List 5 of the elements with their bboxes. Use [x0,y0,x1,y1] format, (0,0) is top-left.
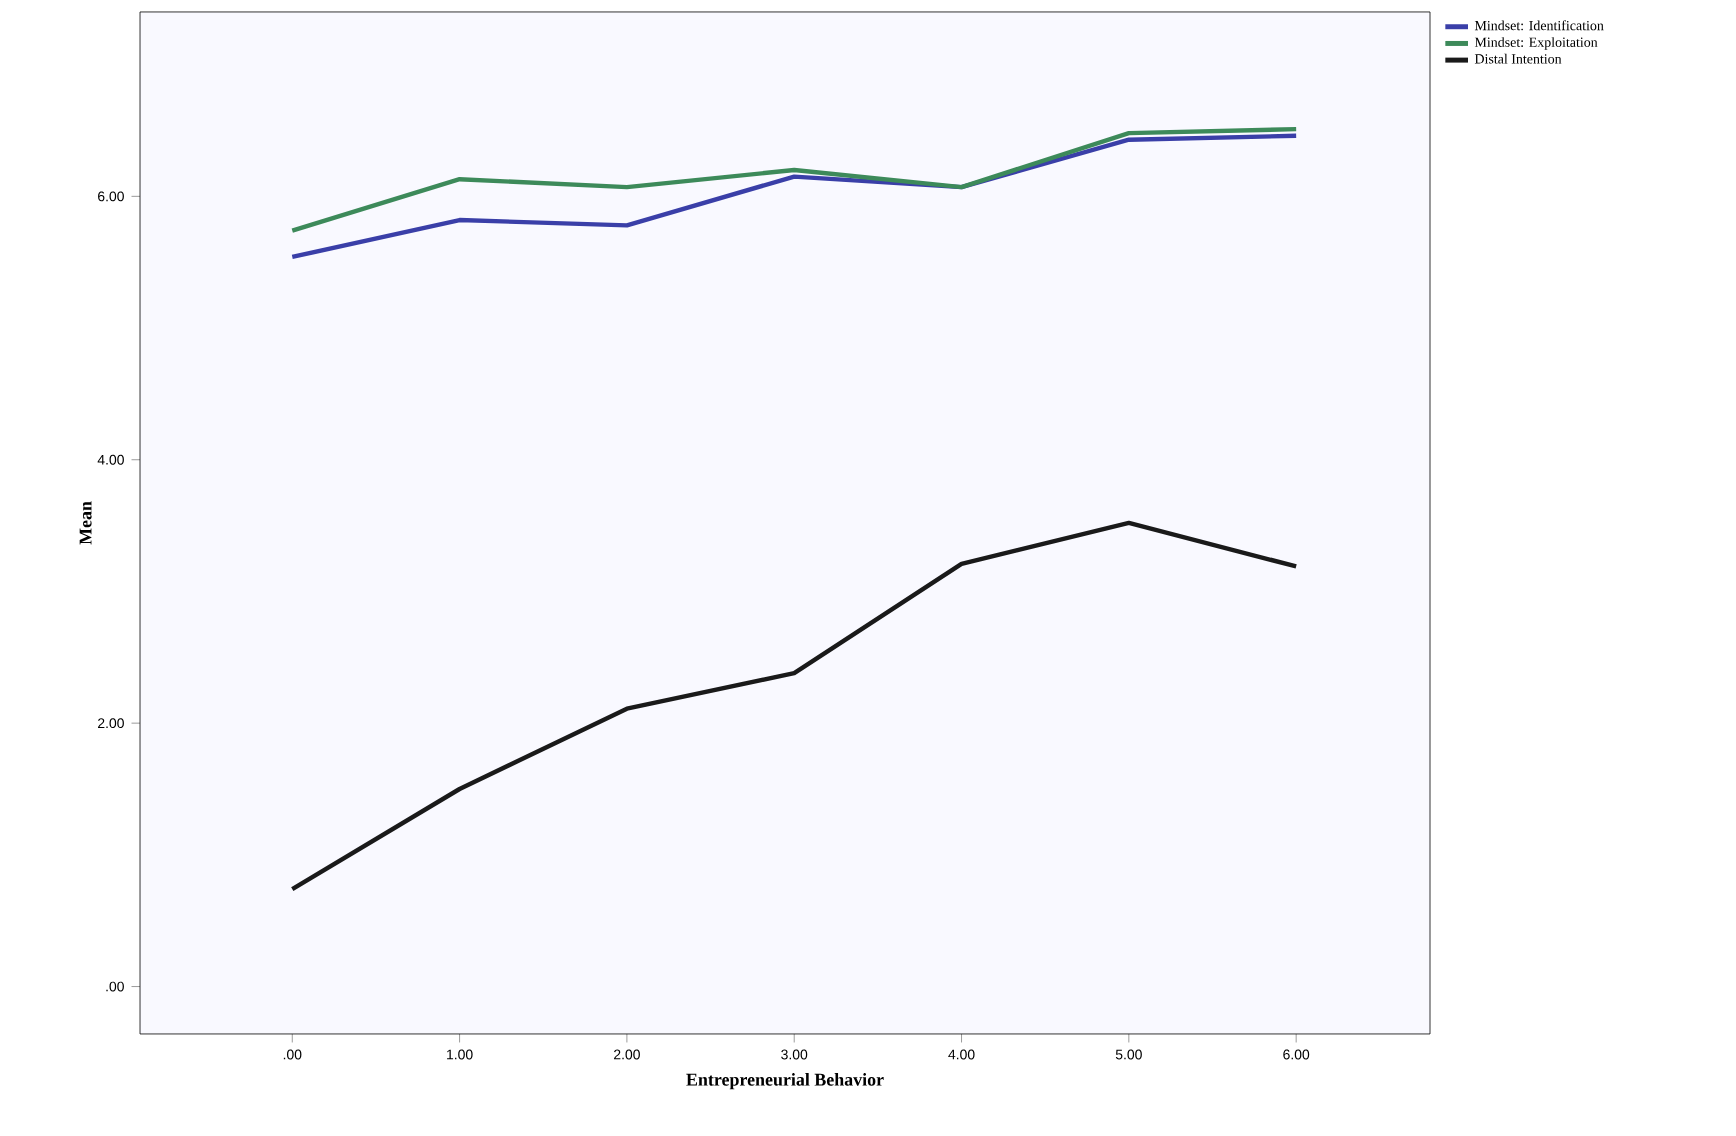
line-series [290,520,1299,892]
x-axis-title: Entrepreneurial Behavior [686,1073,884,1090]
line-series [290,126,1299,233]
y-axis-title: Mean [79,501,92,545]
line-series [290,133,1299,260]
